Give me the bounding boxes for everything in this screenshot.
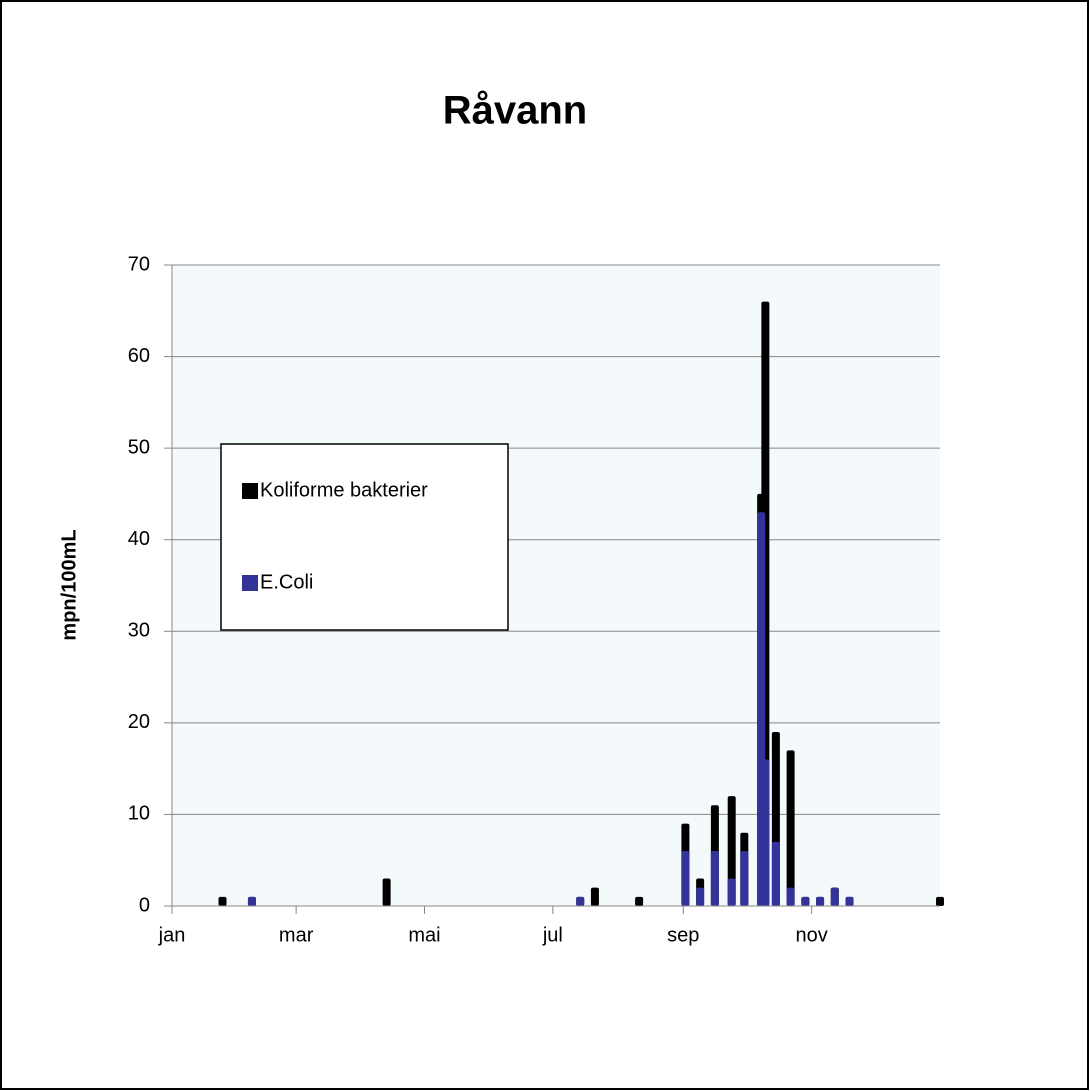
bar bbox=[801, 896, 810, 906]
y-tick-label: 10 bbox=[128, 803, 150, 825]
x-tick-label: jan bbox=[158, 924, 186, 946]
x-tick-label: jul bbox=[542, 924, 563, 946]
x-tick-label: nov bbox=[796, 924, 828, 946]
bar bbox=[761, 759, 770, 906]
legend-label: E.Coli bbox=[260, 571, 313, 593]
legend-swatch bbox=[242, 483, 258, 499]
y-tick-label: 20 bbox=[128, 711, 150, 733]
y-tick-label: 70 bbox=[128, 253, 150, 275]
x-tick-label: sep bbox=[667, 924, 699, 946]
legend-label: Koliforme bakterier bbox=[260, 479, 428, 501]
bar bbox=[786, 887, 795, 906]
y-tick-label: 30 bbox=[128, 620, 150, 642]
legend-swatch bbox=[242, 575, 258, 591]
bar bbox=[681, 851, 690, 906]
y-tick-label: 60 bbox=[128, 345, 150, 367]
bar bbox=[590, 887, 599, 906]
bar bbox=[247, 896, 256, 906]
bar bbox=[710, 851, 719, 906]
x-tick-label: mai bbox=[408, 924, 440, 946]
chart-title: Råvann bbox=[443, 89, 588, 133]
bar bbox=[696, 887, 705, 906]
y-tick-label: 50 bbox=[128, 436, 150, 458]
y-tick-label: 40 bbox=[128, 528, 150, 550]
bar bbox=[816, 896, 825, 906]
bar bbox=[830, 887, 839, 906]
bar bbox=[635, 896, 644, 906]
bar bbox=[218, 896, 227, 906]
bar bbox=[576, 896, 585, 906]
y-tick-label: 0 bbox=[139, 894, 150, 916]
y-axis-label: mpn/100mL bbox=[58, 529, 80, 640]
bar bbox=[786, 750, 795, 906]
bar bbox=[740, 851, 749, 906]
legend-box bbox=[220, 443, 509, 631]
bar bbox=[936, 896, 944, 906]
bar bbox=[845, 896, 854, 906]
bar bbox=[771, 841, 780, 906]
bar bbox=[382, 878, 391, 906]
bar bbox=[727, 878, 736, 906]
x-tick-label: mar bbox=[279, 924, 314, 946]
